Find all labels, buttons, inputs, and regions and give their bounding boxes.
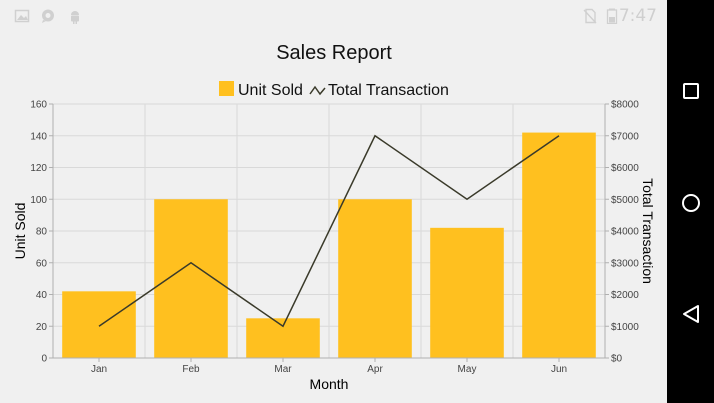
y2-tick-label: $0 [611,354,623,365]
x-tick-label-apr: Apr [367,364,383,375]
bar-feb [154,199,228,358]
chart-title: Sales Report [276,42,392,64]
android-icon [71,11,79,24]
status-time: 7:47 [618,6,657,26]
bars [62,132,596,358]
battery-icon [606,8,618,24]
chat-icon [42,9,54,23]
x-tick-label-jun: Jun [551,364,567,375]
legend-unit-sold-label: Unit Sold [238,82,303,99]
sales-report-chart: Sales Report Unit Sold Total Transaction… [12,42,656,392]
no-sim-icon [583,8,597,24]
x-axis-ticks: Jan Feb Mar Apr May Jun [91,358,567,375]
y2-axis-title: Total Transaction [640,178,656,284]
y2-tick-label: $3000 [611,258,639,269]
x-axis-title: Month [310,376,349,392]
y-tick-label: 80 [36,227,48,238]
home-button[interactable] [675,187,707,219]
x-tick-label-mar: Mar [274,364,292,375]
app-area: 7:47 Sales Report Unit Sold Total Transa… [0,0,667,392]
transaction-line [98,134,560,328]
y-tick-label: 0 [41,354,47,365]
bar-jun [522,132,596,358]
bar-may [430,227,504,358]
x-tick-label-jan: Jan [91,364,107,375]
back-button[interactable] [675,298,707,330]
y2-tick-label: $6000 [611,163,639,174]
y-axis-ticks: 0 20 40 60 80 100 120 140 160 [30,100,53,365]
y-tick-label: 160 [30,100,47,111]
y-tick-label: 40 [36,290,48,301]
y-tick-label: 20 [36,322,48,333]
recents-button[interactable] [675,75,707,107]
x-tick-label-may: May [458,364,477,375]
x-tick-label-feb: Feb [182,364,200,375]
y-axis-title: Unit Sold [12,203,28,260]
y2-tick-label: $1000 [611,322,639,333]
legend-total-transaction-label: Total Transaction [328,82,449,99]
total-transaction-series-line [98,134,560,328]
bar-apr [338,199,412,358]
bar-mar [246,318,320,358]
legend-total-transaction-swatch [309,85,326,96]
status-bar: 7:47 [0,0,667,32]
y-tick-label: 140 [30,131,47,142]
y2-tick-label: $7000 [611,131,639,142]
y-tick-label: 120 [30,163,47,174]
y2-tick-label: $8000 [611,100,639,111]
bar-jan [62,291,136,358]
y2-tick-label: $5000 [611,195,639,206]
chart-legend: Unit Sold Total Transaction [219,81,449,99]
y-tick-label: 60 [36,258,48,269]
image-icon [14,9,30,23]
y2-axis-ticks: $0 $1000 $2000 $3000 $4000 $5000 $6000 $7000 $80… [605,100,639,365]
y2-tick-label: $2000 [611,290,639,301]
navigation-bar [667,0,714,403]
legend-unit-sold-swatch [219,81,234,96]
y-tick-label: 100 [30,195,47,206]
y2-tick-label: $4000 [611,227,639,238]
